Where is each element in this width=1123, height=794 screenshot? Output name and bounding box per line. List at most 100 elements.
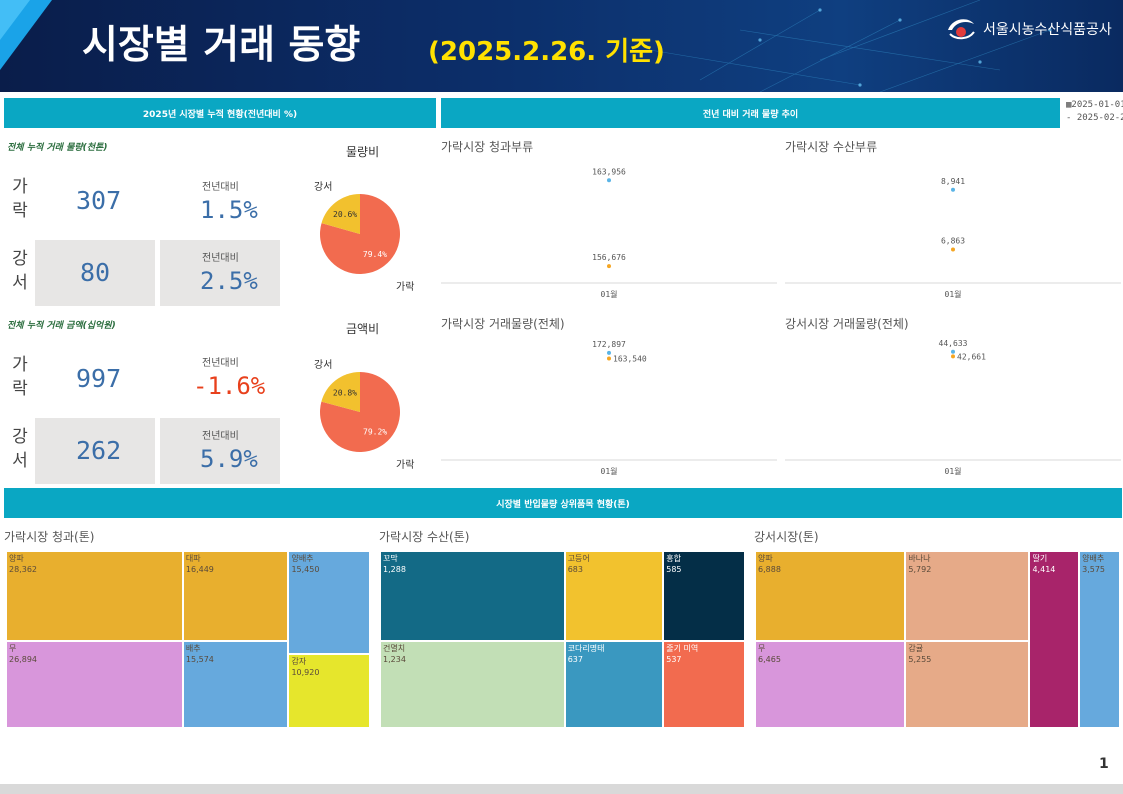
pie-slice-gangseo (321, 372, 360, 412)
pie-value-label: 20.8% (333, 388, 357, 397)
treemap-item-value: 10,920 (291, 667, 320, 677)
yoy-value: 1.5% (200, 196, 258, 224)
treemap-garak-seafood: 꼬막 1,288 건멸치 1,234 고등어 683 코다리명태 637 홍합 585 줄기 미역 5… (380, 551, 745, 728)
section-bar-kpi: 2025년 시장별 누적 현황(전년대비 %) (4, 98, 436, 128)
treemap-item-value: 5,792 (908, 565, 932, 574)
date-end: - 2025-02-26 (1066, 113, 1123, 123)
pie-title-volume: 물량비 (346, 145, 380, 159)
treemap-item-name: 무 (9, 644, 17, 654)
treemap-item-value: 15,574 (185, 655, 214, 665)
pie-category-label: 강서 (314, 359, 332, 371)
market-char: 락 (12, 379, 28, 399)
treemap-item-value: 5,255 (908, 655, 932, 665)
treemap-item-name: 양배추 (1082, 554, 1105, 563)
yoy-label: 전년대비 (202, 253, 239, 264)
treemap-cell: 양배추 3,575 (1079, 551, 1120, 728)
data-label: 172,897 (592, 340, 626, 349)
data-point (607, 264, 611, 269)
data-point (951, 187, 955, 192)
treemap-cell: 감귤 5,255 (905, 641, 1030, 728)
market-char: 서 (12, 451, 28, 471)
yoy-label: 전년대비 (202, 182, 239, 193)
data-label: 42,661 (957, 352, 986, 361)
pie-value-label: 20.6% (333, 210, 357, 219)
treemap-cell: 건멸치 1,234 (380, 641, 565, 728)
treemap-cell: 무 26,894 (6, 641, 183, 728)
yoy-value: 5.9% (200, 445, 258, 473)
data-label: 44,633 (939, 339, 968, 348)
chart-title-garak-total: 가락시장 거래물량(전체) (441, 317, 565, 331)
data-point (607, 356, 611, 361)
treemap-item-name: 바나나 (908, 554, 931, 563)
treemap-item-value: 637 (567, 655, 583, 665)
treemap-title-garak-produce: 가락시장 청과(톤) (4, 530, 95, 544)
x-tick-label: 01월 (945, 289, 962, 299)
bottom-strip (0, 784, 1123, 794)
market-char: 가 (12, 355, 28, 375)
treemap-item-name: 감귤 (908, 644, 924, 654)
kpi-yoy-box (160, 418, 280, 484)
banner-decoration (0, 0, 1052, 92)
amount-caption: 전체 누적 거래 금액(십억원) (7, 321, 116, 331)
treemap-cell: 배추 15,574 (182, 641, 289, 728)
treemap-cell: 고등어 683 (564, 551, 664, 642)
market-char: 서 (12, 273, 28, 293)
treemap-cell: 양배추 15,450 (288, 551, 370, 654)
treemap-cell: 바나나 5,792 (905, 551, 1030, 642)
treemap-item-value: 6,465 (758, 655, 781, 665)
market-char: 가 (12, 177, 28, 197)
data-label: 163,956 (592, 167, 626, 176)
treemap-cell: 무 6,465 (755, 641, 906, 728)
treemap-item-name: 감자 (291, 656, 307, 666)
kpi-row-gangseo-volume: 강 서 80 전년대비 2.5% (4, 240, 280, 306)
treemap-item-name: 코다리명태 (567, 644, 605, 654)
corporation-logo-icon (948, 19, 975, 40)
kpi-value: 80 (80, 258, 111, 287)
section-bar-trend: 전년 대비 거래 물량 추이 (441, 98, 1060, 128)
treemap-item-name: 건멸치 (383, 644, 406, 654)
calendar-icon: ▦ (1066, 100, 1072, 110)
pie-slice-gangseo (321, 194, 360, 234)
data-point (607, 350, 611, 355)
treemap-item-name: 고등어 (567, 554, 590, 563)
treemap-item-value: 585 (666, 565, 682, 574)
kpi-yoy-box (160, 240, 280, 306)
page-number: 1 (1099, 756, 1109, 772)
chart-garak-produce: 163,956 156,676 01월 (441, 167, 777, 299)
kpi-row-gangseo-amount: 강 서 262 전년대비 5.9% (4, 418, 280, 484)
x-tick-label: 01월 (601, 289, 618, 299)
treemap-garak-produce: 양파 28,362 무 26,894 대파 16,449 배추 15,574 양배추 15,450… (6, 551, 370, 728)
treemap-cell: 양파 6,888 (755, 551, 906, 642)
x-tick-label: 01월 (945, 466, 962, 476)
data-point (607, 178, 611, 183)
treemap-item-name: 딸기 (1032, 554, 1048, 563)
treemap-item-value: 16,449 (185, 565, 214, 574)
treemap-item-value: 1,234 (383, 655, 406, 665)
treemap-cell: 감자 10,920 (288, 653, 370, 728)
chart-title-garak-produce: 가락시장 청과부류 (441, 140, 534, 154)
treemap-item-name: 홍합 (666, 554, 681, 563)
treemap-cell: 줄기 미역 537 (663, 641, 745, 728)
yoy-label: 전년대비 (202, 358, 239, 369)
date-range: ▦2025-01-01 - 2025-02-26 (1066, 99, 1123, 125)
kpi-row-garak-volume: 가 락 307 전년대비 1.5% (4, 166, 280, 236)
market-char: 락 (12, 201, 28, 221)
treemap-item-value: 537 (666, 655, 682, 665)
treemap-item-name: 꼬막 (383, 554, 398, 563)
header-banner: 시장별 거래 동향 (2025.2.26. 기준) 서울시농수산식품공사 (0, 0, 1123, 92)
treemap-item-value: 4,414 (1032, 565, 1056, 574)
chart-gangseo-total: 44,633 42,661 01월 (785, 339, 1121, 476)
treemap-item-name: 무 (758, 644, 766, 654)
data-label: 6,863 (941, 236, 965, 245)
yoy-label: 전년대비 (202, 431, 239, 442)
treemap-title-gangseo: 강서시장(톤) (754, 530, 819, 544)
section-bar-top-items: 시장별 반입물량 상위품목 현황(톤) (4, 488, 1122, 518)
chart-garak-seafood: 8,941 6,863 01월 (785, 177, 1121, 299)
data-label: 163,540 (613, 355, 647, 364)
pie-chart-volume: 79.4% 20.6% 가락 강서 (314, 181, 414, 293)
treemap-cell: 꼬막 1,288 (380, 551, 565, 642)
treemap-item-value: 15,450 (291, 565, 320, 574)
treemap-item-value: 3,575 (1082, 565, 1106, 574)
yoy-value: 2.5% (200, 267, 258, 295)
pie-value-label: 79.4% (363, 250, 387, 259)
